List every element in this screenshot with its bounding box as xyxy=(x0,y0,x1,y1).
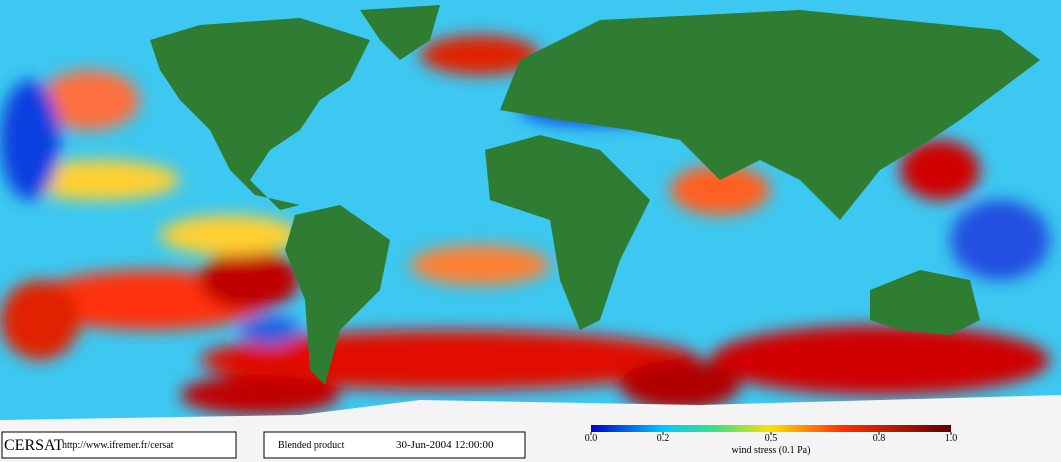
colorbar-tick-label: 0.8 xyxy=(873,433,886,444)
wind-field xyxy=(0,35,1050,415)
colorbar-tick-label: 0.0 xyxy=(585,433,598,444)
colorbar-label: wind stress (0.1 Pa) xyxy=(732,445,811,456)
colorbar-tick-label: 0.5 xyxy=(765,433,778,444)
colorbar xyxy=(591,425,951,432)
info-box xyxy=(263,431,526,459)
colorbar-tick-label: 0.2 xyxy=(657,433,670,444)
info-box xyxy=(1,431,237,459)
url: http://www.ifremer.fr/cersat xyxy=(62,440,174,451)
continents xyxy=(150,5,1040,385)
logo: CERSAT xyxy=(4,437,64,454)
datetime: 30-Jun-2004 12:00:00 xyxy=(396,439,494,451)
product: Blended product xyxy=(278,440,345,451)
colorbar-tick-label: 1.0 xyxy=(945,433,958,444)
